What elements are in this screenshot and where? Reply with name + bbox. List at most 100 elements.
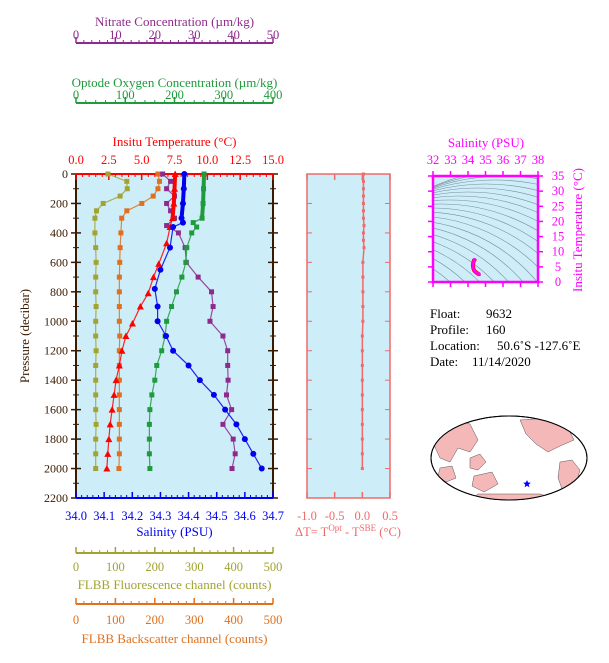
data-point-oxygen	[147, 407, 153, 413]
data-point-sal	[250, 450, 257, 457]
world-map	[430, 415, 588, 501]
data-point-temp	[149, 273, 157, 281]
data-point-sal	[258, 465, 265, 472]
y-tick-label: 0	[62, 167, 68, 181]
data-point-sal	[210, 391, 217, 398]
date-label: Date:	[430, 354, 458, 369]
data-point-sal	[157, 266, 164, 273]
data-point-temp	[118, 347, 126, 354]
data-point-fluor	[93, 421, 99, 427]
tick-label-bbp: 0	[73, 613, 79, 627]
ts-y-tick-label: 0	[555, 275, 561, 289]
tick-label-nitrate: 40	[227, 28, 240, 42]
ts-y-tick-label: 5	[555, 260, 561, 274]
data-point-bbp	[155, 186, 161, 192]
y-tick-label: 1400	[44, 373, 68, 387]
data-point-bbp	[117, 245, 123, 251]
tick-label-sal: 34.1	[93, 509, 115, 523]
dt-title-part: - T	[342, 525, 360, 539]
data-point-bbp	[124, 208, 130, 214]
isopycnal-line	[433, 179, 538, 190]
series-line-oxygen-upper	[200, 173, 207, 219]
data-point-sal	[163, 333, 170, 339]
dt-data-point	[361, 209, 365, 213]
data-point-fluor	[93, 362, 99, 368]
tick-label-sal: 34.6	[234, 509, 256, 523]
data-point-fluor	[93, 451, 99, 457]
dt-data-point	[361, 290, 365, 294]
data-point-oxygen	[173, 289, 179, 295]
data-point-bbp	[116, 348, 122, 354]
data-point-sal	[196, 377, 203, 384]
data-point-oxygen	[184, 245, 190, 251]
data-point-nitrate	[232, 451, 238, 457]
data-point-fluor	[93, 245, 99, 251]
data-point-sal	[185, 362, 192, 369]
ts-x-tick-label: 33	[444, 153, 457, 167]
data-point-nitrate	[220, 333, 226, 339]
dt-data-point	[360, 363, 364, 367]
tick-label-nitrate: 10	[109, 28, 122, 42]
data-point-nitrate	[225, 348, 231, 354]
data-point-oxygen	[169, 304, 175, 310]
axis-title-temp: Insitu Temperature (°C)	[113, 134, 237, 149]
dt-data-point	[361, 187, 365, 191]
isopycnal-line	[433, 199, 538, 222]
data-point-fluor	[100, 200, 106, 206]
isopycnal-line	[433, 191, 538, 206]
data-point-temp	[169, 214, 177, 222]
data-point-bbp	[155, 171, 161, 177]
float-location-star-icon	[523, 480, 531, 488]
ts-data-point	[471, 261, 475, 265]
data-point-nitrate	[229, 466, 235, 472]
data-point-nitrate	[175, 230, 181, 236]
data-point-fluor	[92, 215, 98, 221]
data-point-oxygen	[189, 230, 195, 236]
data-point-nitrate	[168, 178, 174, 184]
y-tick-label: 1000	[44, 314, 68, 328]
data-point-bbp	[116, 466, 122, 472]
dt-data-point	[361, 201, 365, 205]
ts-x-tick-label: 32	[427, 153, 440, 167]
density-contours	[433, 176, 538, 282]
tick-label-sal: 34.7	[262, 509, 284, 523]
dt-tick-label: -0.5	[325, 509, 345, 523]
data-point-temp	[155, 260, 163, 267]
dt-tick-label: 0.5	[382, 509, 398, 523]
tick-label-bbp: 300	[185, 613, 204, 627]
data-point-temp	[128, 319, 136, 327]
data-point-oxygen	[201, 171, 207, 177]
y-tick-label: 400	[50, 226, 68, 240]
tick-label-bbp: 200	[145, 613, 164, 627]
tick-label-sal: 34.4	[178, 509, 201, 523]
dt-data-point	[361, 238, 365, 242]
delta-t-panel: -1.0 -0.5 0.0 0.5ΔT= TOpt - TSBE (°C)	[295, 172, 401, 539]
data-point-bbp	[116, 436, 122, 442]
data-point-fluor	[93, 436, 99, 442]
ts-y-axis-title: Insitu Temperature (°C)	[570, 168, 585, 292]
tick-label-temp: 5.0	[134, 153, 150, 167]
tick-label-fluor: 100	[106, 560, 125, 574]
data-point-temp	[171, 170, 179, 177]
data-point-oxygen	[146, 436, 152, 442]
tick-label-temp: 12.5	[229, 153, 251, 167]
tick-label-fluor: 400	[224, 560, 243, 574]
profile-number: 160	[486, 322, 506, 337]
y-tick-label: 1600	[44, 403, 68, 417]
data-point-temp	[104, 450, 112, 457]
y-axis-title: Pressure (decibar)	[17, 289, 32, 383]
dt-data-point	[360, 334, 364, 338]
ts-y-tick-label: 15	[552, 230, 565, 244]
data-point-fluor	[117, 193, 123, 199]
data-point-temp	[170, 199, 178, 207]
axis-title-fluor: FLBB Fluorescence channel (counts)	[78, 577, 272, 592]
tick-label-temp: 2.5	[101, 153, 117, 167]
ts-x-axis-title: Salinity (PSU)	[448, 135, 524, 150]
ts-y-tick-label: 20	[552, 214, 565, 228]
data-point-bbp	[157, 178, 163, 184]
data-point-bbp	[116, 451, 122, 457]
dt-tick-label: -1.0	[297, 509, 317, 523]
tick-label-temp: 15.0	[262, 153, 284, 167]
axis-title-sal: Salinity (PSU)	[136, 524, 212, 539]
ts-x-tick-label: 35	[479, 153, 492, 167]
